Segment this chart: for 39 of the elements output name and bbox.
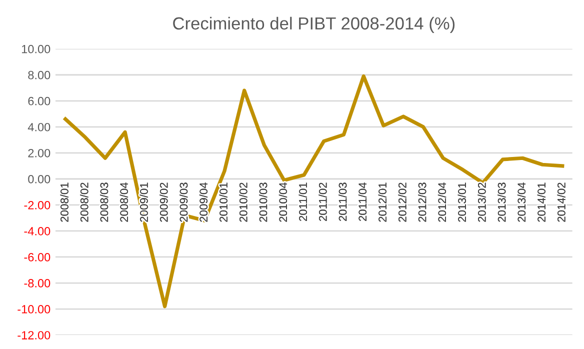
x-tick-label: 2009/02 bbox=[160, 182, 168, 222]
x-tick-label: 2010/02 bbox=[239, 182, 248, 222]
x-tick-label: 2013/04 bbox=[517, 182, 526, 222]
x-tick-label: 2008/01 bbox=[60, 182, 68, 222]
x-tick-label: 2012/04 bbox=[438, 182, 446, 222]
x-tick-label: 2011/04 bbox=[358, 182, 367, 221]
x-tick-label: 2009/04 bbox=[199, 182, 208, 222]
x-tick-label: 2009/01 bbox=[140, 182, 148, 222]
x-tick-label: 2008/02 bbox=[80, 182, 88, 222]
x-tick-label: 2008/04 bbox=[120, 182, 128, 222]
x-tick-label: 2008/03 bbox=[100, 182, 108, 222]
x-tick-label: 2014/01 bbox=[537, 182, 546, 222]
y-tick-label: -2.00 bbox=[24, 200, 50, 210]
x-tick-label: 2009/03 bbox=[180, 182, 188, 222]
y-tick-label: -12.00 bbox=[18, 331, 50, 340]
y-tick-label: -6.00 bbox=[24, 253, 50, 262]
x-tick-label: 2010/01 bbox=[219, 182, 228, 222]
y-tick-label: -4.00 bbox=[24, 227, 50, 236]
x-tick-label: 2011/02 bbox=[318, 182, 327, 221]
y-tick-label: 4.00 bbox=[28, 122, 50, 132]
x-tick-label: 2012/03 bbox=[418, 182, 426, 222]
x-tick-label: 2011/01 bbox=[298, 182, 307, 221]
y-tick-label: 0.00 bbox=[28, 174, 50, 184]
y-tick-label: 2.00 bbox=[28, 148, 50, 158]
y-tick-label: -10.00 bbox=[18, 305, 50, 314]
x-tick-label: 2013/03 bbox=[498, 182, 506, 222]
x-tick-label: 2013/01 bbox=[458, 182, 466, 222]
x-tick-label: 2010/04 bbox=[278, 182, 288, 222]
y-tick-label: -8.00 bbox=[24, 279, 50, 288]
y-tick-label: 8.00 bbox=[28, 70, 50, 80]
y-tick-label: 10.00 bbox=[22, 44, 50, 54]
x-tick-label: 2011/03 bbox=[338, 182, 347, 221]
x-tick-label: 2010/03 bbox=[259, 182, 268, 222]
y-tick-label: 6.00 bbox=[28, 96, 50, 106]
x-tick-label: 2014/02 bbox=[557, 182, 566, 222]
x-tick-label: 2012/02 bbox=[398, 182, 406, 222]
x-tick-label: 2012/01 bbox=[378, 182, 386, 222]
chart-title: Crecimiento del PIBT 2008-2014 (%) bbox=[173, 16, 455, 34]
x-tick-label: 2013/02 bbox=[478, 182, 486, 222]
